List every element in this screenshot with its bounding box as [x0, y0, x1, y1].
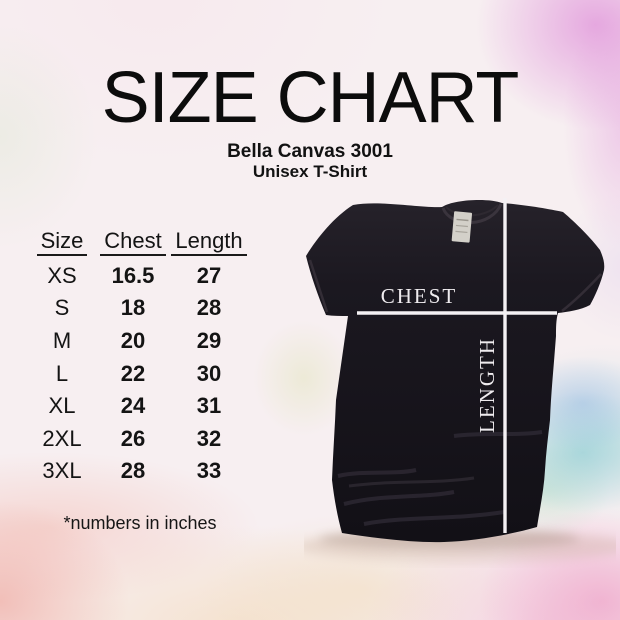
subtitle-product: Bella Canvas 3001 — [227, 141, 393, 162]
chest-cell: 28 — [120, 458, 146, 484]
tshirt-silhouette — [306, 199, 605, 543]
column-header-chest: Chest — [100, 227, 166, 260]
size-cell: M — [52, 328, 72, 354]
chest-cell: 18 — [120, 295, 146, 321]
length-label: LENGTH — [475, 337, 499, 433]
size-cell: S — [54, 295, 70, 321]
size-cell: XL — [48, 393, 76, 419]
collar-inner-edge — [445, 204, 499, 217]
left-cuff-fold — [308, 259, 329, 313]
length-cell: 28 — [196, 295, 222, 321]
collar-front-edge — [441, 203, 503, 224]
size-table: Size Chest Length XS 16.5 27 S 18 28 M 2… — [30, 227, 247, 488]
size-cell: XS — [47, 262, 77, 288]
neck-tag — [451, 211, 473, 243]
subtitle-style: Unisex T-Shirt — [252, 162, 368, 181]
fabric-wrinkles — [337, 430, 543, 526]
length-cell: 31 — [196, 393, 222, 419]
units-footnote: *numbers in inches — [63, 513, 217, 533]
column-header-size: Size — [30, 227, 94, 260]
size-cell: L — [55, 360, 69, 386]
chest-cell: 16.5 — [111, 262, 155, 288]
length-cell: 30 — [196, 360, 222, 386]
size-cell: 2XL — [42, 425, 82, 451]
chest-cell: 24 — [120, 393, 146, 419]
length-cell: 33 — [196, 458, 222, 484]
size-cell: 3XL — [42, 458, 82, 484]
chest-cell: 26 — [120, 425, 146, 451]
column-header-length: Length — [171, 227, 247, 260]
right-cuff-fold — [561, 273, 602, 312]
length-cell: 27 — [196, 262, 222, 288]
chest-cell: 20 — [120, 328, 146, 354]
chest-label: CHEST — [381, 284, 458, 308]
length-cell: 29 — [196, 328, 222, 354]
tshirt-photo: CHEST LENGTH — [304, 198, 616, 562]
length-cell: 32 — [196, 425, 222, 451]
chest-cell: 22 — [120, 360, 146, 386]
page-title: SIZE CHART — [101, 58, 520, 138]
fabric-highlight — [348, 476, 475, 488]
